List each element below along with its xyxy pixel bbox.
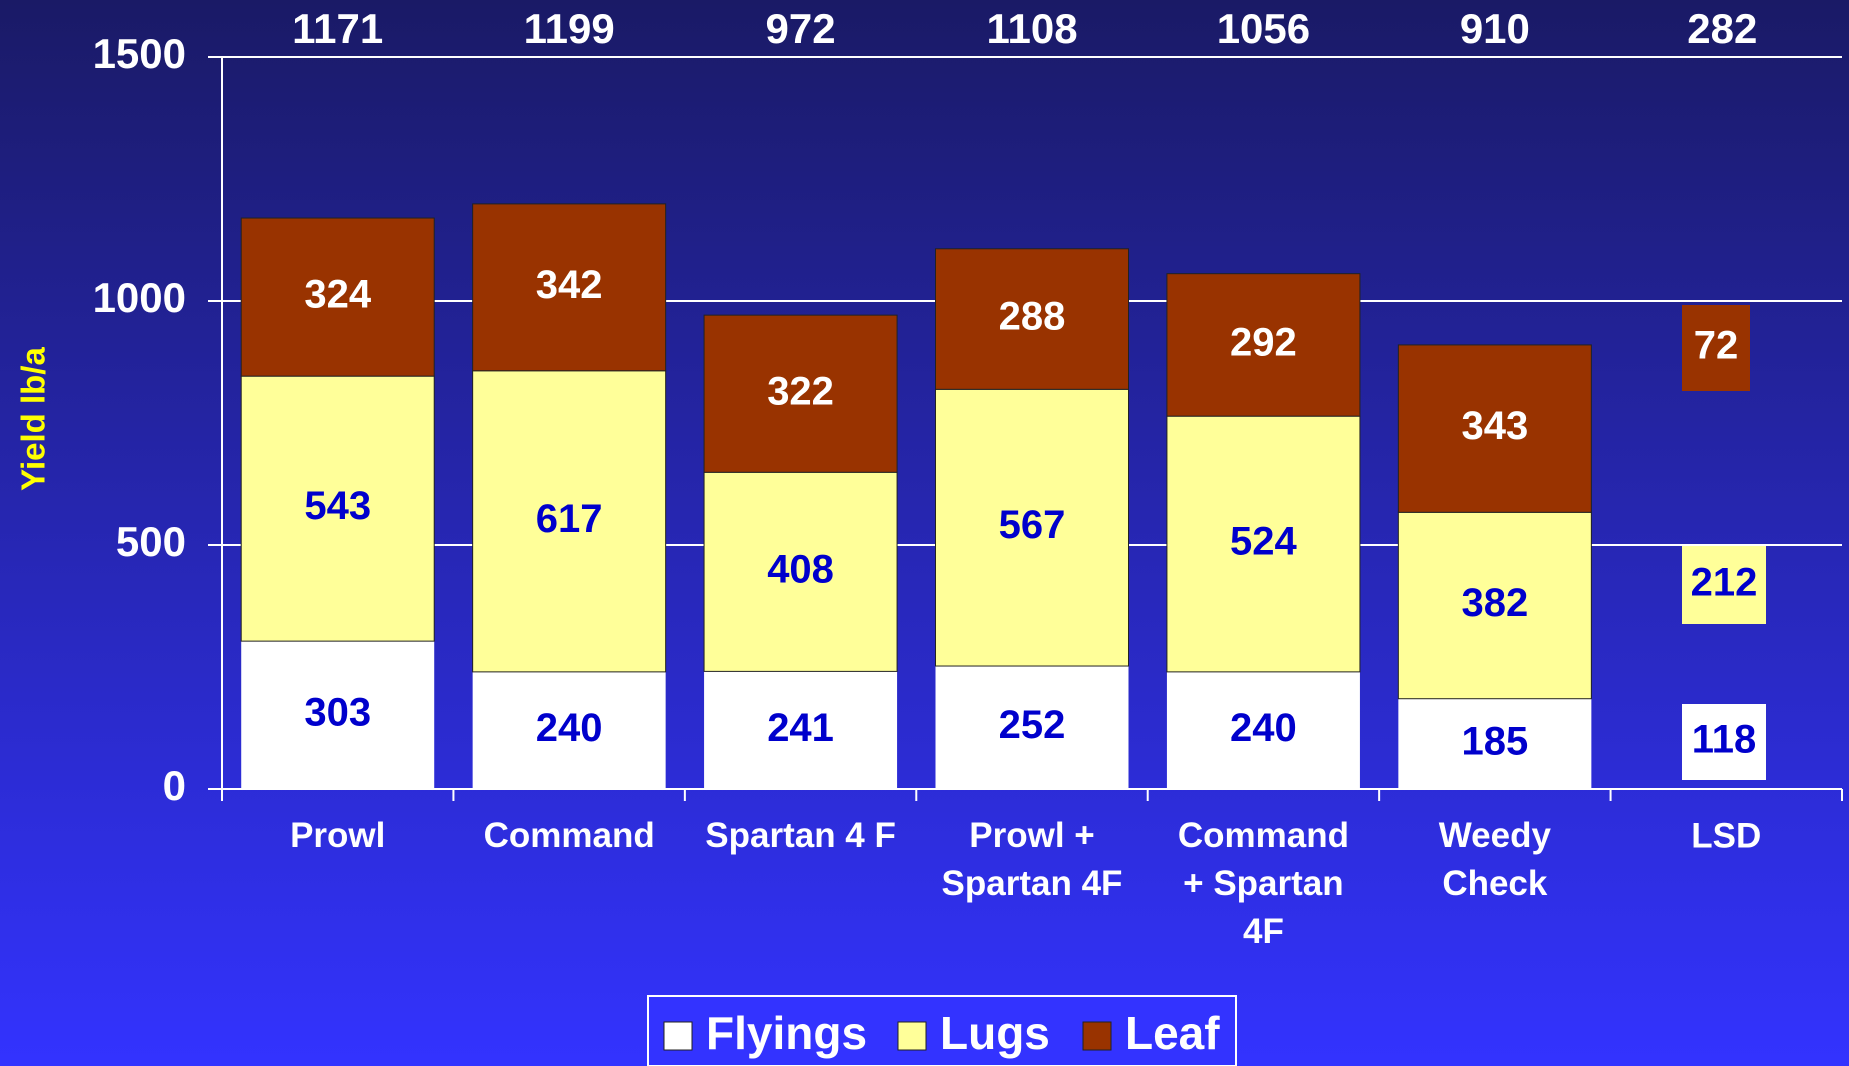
- x-tick-label: LSD: [1691, 816, 1761, 855]
- bar-segment: [704, 671, 898, 789]
- legend-label: Leaf: [1125, 1007, 1220, 1059]
- x-tick-label: Prowl + Spartan 4F: [942, 816, 1123, 903]
- value-label: 240: [1230, 706, 1297, 750]
- y-tick-label: 0: [163, 762, 186, 809]
- total-label: 282: [1687, 5, 1757, 52]
- value-label: 292: [1230, 320, 1297, 364]
- value-label: 543: [304, 484, 371, 528]
- bar-segment: [1166, 273, 1361, 417]
- value-label: 185: [1461, 719, 1528, 763]
- bar-segment: [472, 370, 667, 673]
- value-label: 324: [304, 273, 371, 317]
- value-label: 288: [999, 295, 1066, 339]
- value-label: 617: [536, 497, 603, 541]
- bar-segment: [935, 388, 1129, 667]
- value-label: 567: [999, 503, 1066, 547]
- bar-segment: [240, 375, 435, 642]
- lsd-box: [1682, 546, 1766, 624]
- bar-segment: [241, 641, 435, 789]
- legend-swatch: [897, 1021, 927, 1051]
- legend-swatch: [663, 1021, 693, 1051]
- bar-segment: [935, 248, 1129, 390]
- total-label: 1199: [524, 5, 615, 52]
- y-tick-label: 1500: [93, 30, 186, 77]
- value-label: 382: [1461, 581, 1528, 625]
- value-label: 303: [304, 691, 371, 735]
- legend: [647, 995, 1237, 1066]
- lsd-box: [1682, 305, 1750, 391]
- value-label: 408: [767, 547, 834, 591]
- bar-segment: [472, 671, 666, 789]
- value-label: 343: [1461, 404, 1528, 448]
- y-axis-label: Yield lb/a: [15, 347, 52, 491]
- bar-segment: [472, 203, 667, 372]
- bar-segment: [703, 471, 898, 672]
- total-label: 972: [766, 5, 836, 52]
- y-tick-label: 500: [116, 518, 186, 565]
- legend-label: Lugs: [940, 1007, 1050, 1059]
- bar-segment: [1397, 344, 1592, 513]
- bar-segment: [935, 666, 1129, 789]
- value-label: 241: [767, 706, 834, 750]
- x-tick-label: Weedy Check: [1439, 816, 1552, 903]
- bar-segment: [240, 217, 435, 377]
- x-tick-label: Command + Spartan 4F: [1178, 816, 1349, 951]
- bar-segment: [1398, 698, 1592, 789]
- x-tick-label: Spartan 4 F: [705, 816, 896, 855]
- value-label: 322: [767, 369, 834, 413]
- legend-swatch: [1082, 1021, 1112, 1051]
- bar-segment: [1166, 671, 1360, 789]
- lsd-value-label: 212: [1691, 561, 1758, 605]
- lsd-box: [1682, 704, 1766, 780]
- x-tick-label: Command: [484, 816, 655, 855]
- legend-label: Flyings: [706, 1007, 867, 1059]
- value-label: 342: [536, 263, 603, 307]
- bar-segment: [1397, 511, 1592, 700]
- total-label: 1171: [292, 5, 383, 52]
- value-label: 240: [536, 706, 603, 750]
- total-label: 1108: [986, 5, 1077, 52]
- lsd-value-label: 72: [1694, 324, 1739, 368]
- value-label: 252: [999, 703, 1066, 747]
- x-tick-label: Prowl: [290, 816, 385, 855]
- value-label: 524: [1230, 520, 1297, 564]
- total-label: 1056: [1217, 5, 1310, 52]
- lsd-value-label: 118: [1692, 718, 1757, 762]
- y-tick-label: 1000: [93, 274, 186, 321]
- bar-segment: [703, 314, 898, 473]
- total-label: 910: [1460, 5, 1530, 52]
